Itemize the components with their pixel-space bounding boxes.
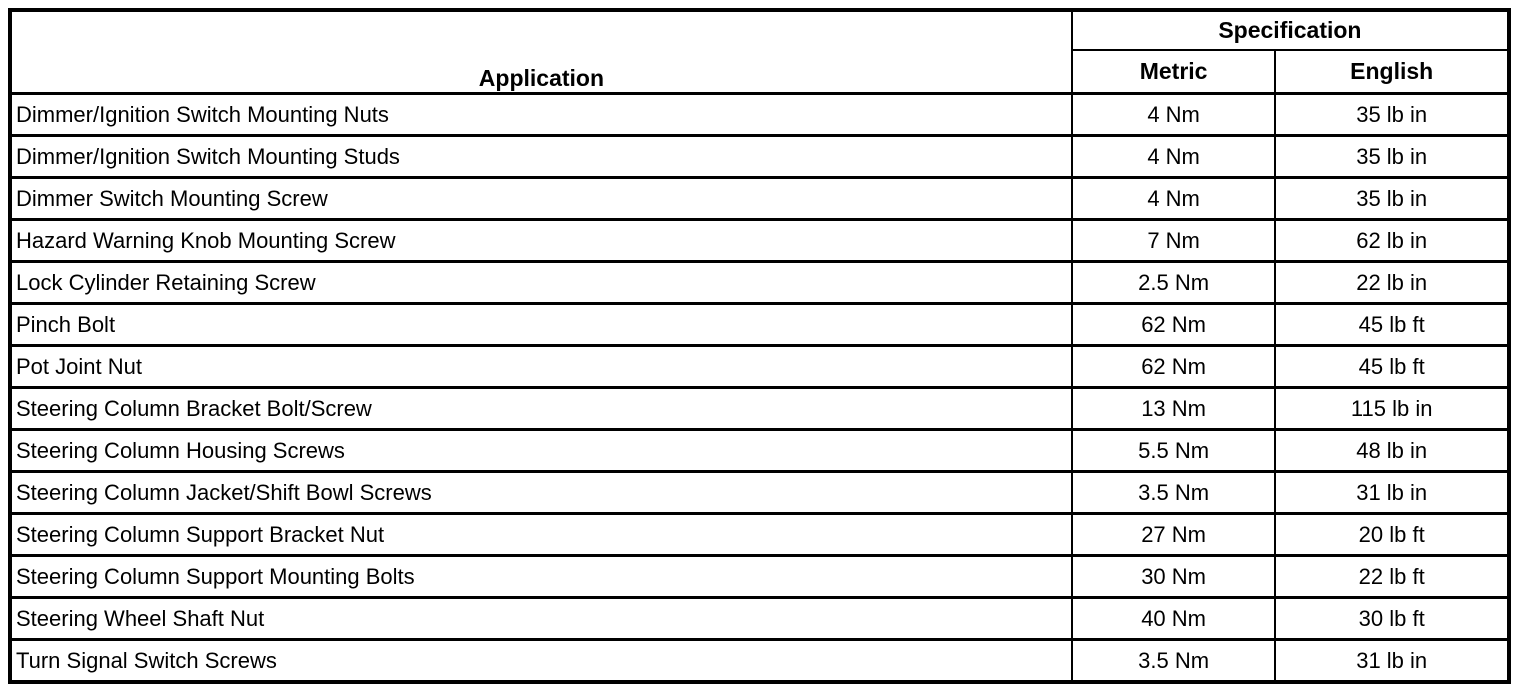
- header-row-units: Metric English: [10, 49, 1510, 95]
- application-cell: Turn Signal Switch Screws: [9, 638, 1073, 684]
- metric-cell: 27 Nm: [1070, 512, 1277, 557]
- english-cell: 22 lb ft: [1274, 554, 1510, 599]
- english-cell: 115 lb in: [1274, 386, 1510, 431]
- application-cell: Steering Wheel Shaft Nut: [9, 596, 1073, 641]
- metric-cell: 2.5 Nm: [1070, 260, 1277, 305]
- table-row: Dimmer/Ignition Switch Mounting Nuts 4 N…: [9, 92, 1510, 137]
- metric-cell: 3.5 Nm: [1070, 470, 1277, 515]
- table-row: Dimmer/Ignition Switch Mounting Studs 4 …: [9, 134, 1510, 179]
- table-header: Application Specification Metric English: [9, 9, 1511, 95]
- table-row: Steering Column Support Mounting Bolts 3…: [9, 554, 1510, 599]
- application-cell: Dimmer/Ignition Switch Mounting Studs: [9, 134, 1073, 179]
- metric-cell: 40 Nm: [1070, 596, 1277, 641]
- table-row: Lock Cylinder Retaining Screw 2.5 Nm 22 …: [9, 260, 1510, 305]
- metric-cell: 3.5 Nm: [1070, 638, 1277, 684]
- table-row: Turn Signal Switch Screws 3.5 Nm 31 lb i…: [9, 638, 1510, 684]
- english-cell: 45 lb ft: [1274, 344, 1510, 389]
- table-row: Steering Column Housing Screws 5.5 Nm 48…: [9, 428, 1510, 473]
- table-row: Pinch Bolt 62 Nm 45 lb ft: [9, 302, 1510, 347]
- table-row: Pot Joint Nut 62 Nm 45 lb ft: [9, 344, 1510, 389]
- table-row: Steering Column Bracket Bolt/Screw 13 Nm…: [9, 386, 1510, 431]
- metric-cell: 13 Nm: [1070, 386, 1277, 431]
- column-header-specification: Specification: [1070, 9, 1511, 51]
- english-cell: 35 lb in: [1274, 176, 1510, 221]
- table-row: Dimmer Switch Mounting Screw 4 Nm 35 lb …: [9, 176, 1510, 221]
- fastener-specifications-table: Application Specification Metric English…: [8, 8, 1511, 684]
- application-cell: Steering Column Jacket/Shift Bowl Screws: [9, 470, 1073, 515]
- application-cell: Steering Column Support Bracket Nut: [9, 512, 1073, 557]
- application-cell: Pot Joint Nut: [9, 344, 1073, 389]
- metric-cell: 4 Nm: [1070, 134, 1277, 179]
- column-header-metric: Metric: [1070, 49, 1277, 95]
- application-cell: Dimmer Switch Mounting Screw: [9, 176, 1073, 221]
- english-cell: 20 lb ft: [1274, 512, 1510, 557]
- table-row: Steering Wheel Shaft Nut 40 Nm 30 lb ft: [9, 596, 1510, 641]
- table-row: Steering Column Support Bracket Nut 27 N…: [9, 512, 1510, 557]
- english-cell: 31 lb in: [1274, 638, 1510, 684]
- application-cell: Steering Column Housing Screws: [9, 428, 1073, 473]
- column-header-application: Application: [9, 9, 1073, 95]
- header-row-specification: Application Specification: [9, 9, 1511, 95]
- metric-cell: 4 Nm: [1070, 176, 1277, 221]
- application-cell: Steering Column Support Mounting Bolts: [9, 554, 1073, 599]
- metric-cell: 5.5 Nm: [1070, 428, 1277, 473]
- table-row: Steering Column Jacket/Shift Bowl Screws…: [9, 470, 1510, 515]
- column-header-english: English: [1274, 49, 1510, 95]
- english-cell: 45 lb ft: [1274, 302, 1510, 347]
- english-cell: 30 lb ft: [1274, 596, 1510, 641]
- table-row: Hazard Warning Knob Mounting Screw 7 Nm …: [9, 218, 1510, 263]
- metric-cell: 62 Nm: [1070, 344, 1277, 389]
- application-cell: Steering Column Bracket Bolt/Screw: [9, 386, 1073, 431]
- english-cell: 35 lb in: [1274, 92, 1510, 137]
- metric-cell: 62 Nm: [1070, 302, 1277, 347]
- metric-cell: 30 Nm: [1070, 554, 1277, 599]
- english-cell: 31 lb in: [1274, 470, 1510, 515]
- english-cell: 22 lb in: [1274, 260, 1510, 305]
- table-body: Dimmer/Ignition Switch Mounting Nuts 4 N…: [9, 92, 1510, 684]
- metric-cell: 4 Nm: [1070, 92, 1277, 137]
- english-cell: 62 lb in: [1274, 218, 1510, 263]
- application-cell: Pinch Bolt: [9, 302, 1073, 347]
- application-cell: Dimmer/Ignition Switch Mounting Nuts: [9, 92, 1073, 137]
- application-cell: Lock Cylinder Retaining Screw: [9, 260, 1073, 305]
- english-cell: 48 lb in: [1274, 428, 1510, 473]
- metric-cell: 7 Nm: [1070, 218, 1277, 263]
- english-cell: 35 lb in: [1274, 134, 1510, 179]
- application-cell: Hazard Warning Knob Mounting Screw: [9, 218, 1073, 263]
